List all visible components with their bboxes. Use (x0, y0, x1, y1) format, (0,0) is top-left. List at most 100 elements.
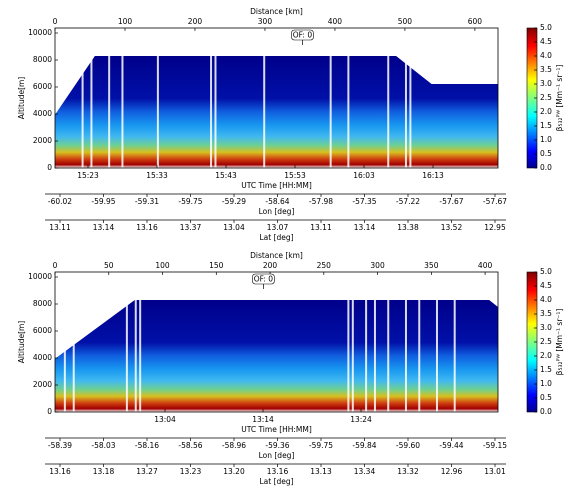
data-gap (81, 53, 84, 169)
lat-tick-label: 13.11 (49, 223, 71, 232)
data-gap (387, 53, 390, 169)
lon-tick-label: -58.56 (178, 441, 202, 450)
data-gap (365, 297, 368, 412)
x-tick-label: 200 (188, 17, 203, 26)
colorbar-tick-label: 0.5 (540, 149, 552, 158)
colorbar-tick-label: 3.0 (540, 79, 552, 88)
colorbar-tick-label: 2.5 (540, 93, 552, 102)
lat-tick-label: 13.07 (267, 223, 289, 232)
data-gap (404, 53, 407, 169)
y-tick-label: 10000 (28, 272, 52, 281)
lon-tick-label: -59.75 (178, 197, 202, 206)
data-gap (387, 297, 390, 412)
colorbar-tick-label: 1.0 (540, 379, 552, 388)
lon-tick-label: -57.67 (439, 197, 463, 206)
time-axis-title: UTC Time [HH:MM] (241, 181, 312, 190)
y-tick-label: 10000 (28, 28, 52, 37)
plot-frame (54, 27, 499, 169)
x-tick-label: 300 (258, 17, 273, 26)
x-tick-label: 300 (370, 261, 385, 270)
colorbar-tick-label: 4.5 (540, 281, 552, 290)
lat-tick-label: 13.14 (354, 223, 376, 232)
lat-axis-title: Lat [deg] (259, 233, 293, 242)
time-tick-label: 15:23 (77, 171, 99, 180)
data-gap (453, 297, 456, 412)
y-tick-label: 0 (47, 407, 52, 416)
time-tick-label: 13:24 (350, 415, 372, 424)
x-tick-label: 50 (104, 261, 114, 270)
lat-tick-label: 13.13 (310, 467, 332, 476)
time-tick-label: 16:13 (422, 171, 444, 180)
colorbar-tick-label: 1.5 (540, 365, 552, 374)
data-gap (347, 297, 350, 412)
data-gap (210, 53, 213, 169)
y-tick-label: 4000 (33, 109, 52, 118)
lat-tick-label: 13.27 (136, 467, 158, 476)
data-gap (435, 297, 438, 412)
y-tick-label: 2000 (33, 136, 52, 145)
data-gap (409, 53, 412, 169)
data-gap (373, 297, 376, 412)
colorbar-tick-label: 5.0 (540, 267, 552, 276)
lat-tick-label: 13.16 (49, 467, 71, 476)
lat-tick-label: 12.95 (484, 223, 506, 232)
colorbar-tick-label: 2.5 (540, 337, 552, 346)
lat-tick-label: 13.16 (136, 223, 158, 232)
x-tick-label: 500 (398, 17, 413, 26)
x-tick-label: 400 (478, 261, 493, 270)
annotation: OF: 0 (254, 275, 274, 284)
time-tick-label: 15:43 (215, 171, 237, 180)
data-gap (351, 297, 354, 412)
x-tick-label: 0 (53, 17, 58, 26)
colorbar-tick-label: 2.0 (540, 107, 552, 116)
lat-tick-label: 13.23 (180, 467, 202, 476)
lon-tick-label: -57.35 (352, 197, 376, 206)
y-tick-label: 6000 (33, 82, 52, 91)
lon-tick-label: -59.44 (439, 441, 463, 450)
lon-tick-label: -57.22 (396, 197, 420, 206)
x-tick-label: 600 (468, 17, 483, 26)
colorbar-tick-label: 0.5 (540, 393, 552, 402)
data-gap (139, 297, 142, 412)
lon-tick-label: -58.64 (265, 197, 289, 206)
lon-tick-label: -59.36 (265, 441, 289, 450)
time-tick-label: 13:14 (252, 415, 274, 424)
lat-axis-title: Lat [deg] (259, 477, 293, 486)
lat-tick-label: 13.32 (397, 467, 419, 476)
lon-tick-label: -58.03 (91, 441, 115, 450)
x-axis-title: Distance [km] (250, 7, 303, 16)
y-tick-label: 8000 (33, 299, 52, 308)
data-gap (263, 53, 266, 169)
annotation: OF: 0 (293, 31, 313, 40)
lat-tick-label: 13.18 (93, 467, 115, 476)
lon-axis-title: Lon [deg] (259, 207, 295, 216)
lon-tick-label: -59.84 (352, 441, 376, 450)
data-gap (72, 297, 75, 412)
lon-tick-label: -59.75 (309, 441, 333, 450)
x-tick-label: 100 (155, 261, 170, 270)
colorbar-tick-label: 0.0 (540, 407, 552, 416)
y-tick-label: 6000 (33, 326, 52, 335)
colorbar-tick-label: 3.5 (540, 65, 552, 74)
lat-tick-label: 13.37 (180, 223, 202, 232)
time-tick-label: 16:03 (353, 171, 375, 180)
x-tick-label: 400 (328, 17, 343, 26)
time-tick-label: 13:04 (154, 415, 176, 424)
curtain (55, 300, 498, 412)
data-gap (125, 297, 128, 412)
lat-tick-label: 13.34 (354, 467, 376, 476)
y-tick-label: 2000 (33, 380, 52, 389)
x-tick-label: 350 (424, 261, 439, 270)
data-gap (418, 297, 421, 412)
x-tick-label: 250 (317, 261, 332, 270)
lon-tick-label: -59.95 (91, 197, 115, 206)
data-gap (156, 53, 159, 169)
lat-tick-label: 13.14 (93, 223, 115, 232)
lon-tick-label: -58.16 (135, 441, 159, 450)
colorbar-tick-label: 5.0 (540, 23, 552, 32)
lat-tick-label: 13.16 (267, 467, 289, 476)
data-gap (108, 53, 111, 169)
colorbar-tick-label: 3.0 (540, 323, 552, 332)
time-axis-title: UTC Time [HH:MM] (241, 425, 312, 434)
